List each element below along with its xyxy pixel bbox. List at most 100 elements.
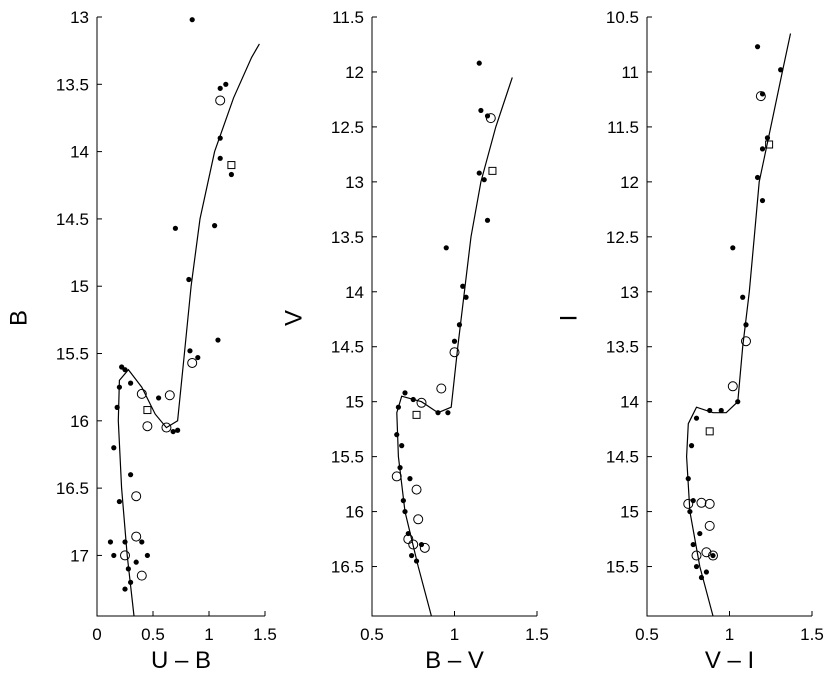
x-tick-label: 1 bbox=[450, 625, 459, 644]
star-point bbox=[484, 217, 491, 223]
x-tick-label: 1.5 bbox=[253, 625, 277, 644]
star-point bbox=[400, 497, 406, 504]
star-point bbox=[413, 558, 420, 564]
y-tick-label: 14 bbox=[70, 143, 89, 162]
star-point bbox=[685, 476, 691, 482]
open-circle-point bbox=[704, 498, 715, 509]
star-point bbox=[476, 170, 482, 176]
y-tick-label: 13 bbox=[345, 173, 364, 192]
star-point bbox=[111, 445, 117, 451]
star-point bbox=[690, 497, 696, 504]
y-tick-label: 10.5 bbox=[606, 8, 639, 27]
star-point bbox=[690, 541, 696, 548]
open-circle-point bbox=[413, 514, 424, 525]
star-point bbox=[144, 552, 150, 559]
data-marks bbox=[683, 33, 792, 616]
star-point bbox=[460, 283, 466, 289]
y-tick-label: 16 bbox=[345, 503, 364, 522]
open-circle-point bbox=[683, 498, 694, 509]
data-marks bbox=[107, 17, 260, 616]
open-circle-point bbox=[131, 491, 142, 502]
y-tick-label: 11.5 bbox=[607, 118, 639, 137]
open-circle-point bbox=[161, 422, 172, 433]
star-point bbox=[693, 563, 700, 570]
y-axis-label: V bbox=[280, 310, 307, 326]
open-circle-point bbox=[419, 542, 430, 553]
star-point bbox=[133, 559, 139, 565]
star-point bbox=[478, 107, 484, 114]
star-point bbox=[397, 465, 403, 471]
y-tick-label: 15.5 bbox=[56, 345, 89, 364]
open-circle-point bbox=[136, 570, 147, 581]
star-point bbox=[399, 443, 405, 449]
y-tick-label: 11.5 bbox=[332, 8, 364, 27]
star-point bbox=[445, 410, 451, 416]
star-point bbox=[217, 85, 223, 91]
star-point bbox=[111, 552, 117, 559]
star-point bbox=[195, 354, 201, 361]
star-point bbox=[718, 407, 724, 414]
star-point bbox=[128, 380, 134, 386]
y-tick-label: 12.5 bbox=[606, 228, 639, 247]
star-point bbox=[122, 539, 128, 545]
y-tick-label: 15 bbox=[620, 503, 639, 522]
star-point bbox=[217, 135, 223, 141]
y-tick-label: 13.5 bbox=[331, 228, 364, 247]
star-point bbox=[740, 294, 746, 300]
star-point bbox=[116, 384, 122, 390]
square-point bbox=[705, 427, 714, 436]
y-tick-label: 17 bbox=[70, 546, 89, 565]
open-circle-point bbox=[449, 347, 460, 358]
star-point bbox=[217, 155, 223, 161]
star-point bbox=[394, 432, 400, 438]
open-circle-point bbox=[187, 357, 198, 368]
star-point bbox=[186, 276, 192, 283]
y-axis-label: I bbox=[555, 315, 582, 322]
data-marks bbox=[391, 60, 513, 616]
star-point bbox=[730, 245, 736, 251]
star-point bbox=[759, 146, 766, 152]
star-point bbox=[402, 390, 408, 396]
open-circle-point bbox=[708, 550, 718, 561]
open-circle-point bbox=[691, 550, 702, 561]
open-circle-point bbox=[215, 95, 226, 106]
y-tick-label: 11 bbox=[621, 63, 639, 82]
y-tick-label: 16.5 bbox=[331, 558, 364, 577]
star-point bbox=[743, 322, 749, 328]
star-point bbox=[735, 399, 741, 405]
y-tick-label: 13 bbox=[620, 283, 639, 302]
square-point bbox=[227, 161, 236, 170]
open-circle-point bbox=[164, 390, 175, 401]
star-point bbox=[128, 579, 134, 585]
star-point bbox=[125, 566, 131, 572]
y-tick-label: 13 bbox=[70, 8, 89, 27]
star-point bbox=[128, 472, 134, 478]
star-point bbox=[215, 337, 221, 343]
open-circle-point bbox=[701, 547, 712, 558]
open-circle-point bbox=[755, 91, 766, 102]
star-point bbox=[139, 539, 145, 545]
x-tick-label: 1 bbox=[725, 625, 734, 644]
star-point bbox=[754, 174, 761, 181]
star-point bbox=[697, 530, 703, 537]
star-point bbox=[703, 569, 710, 575]
open-circle-point bbox=[704, 520, 715, 531]
star-point bbox=[707, 407, 713, 414]
star-point bbox=[189, 17, 195, 23]
star-point bbox=[107, 539, 114, 545]
open-circle-point bbox=[408, 539, 419, 550]
star-point bbox=[122, 586, 128, 592]
star-point bbox=[172, 225, 178, 231]
star-point bbox=[395, 404, 401, 410]
star-point bbox=[409, 552, 415, 559]
y-tick-label: 12.5 bbox=[331, 118, 364, 137]
star-point bbox=[116, 498, 122, 505]
star-point bbox=[451, 338, 458, 344]
open-circle-point bbox=[416, 397, 427, 408]
star-point bbox=[410, 396, 416, 403]
star-point bbox=[407, 476, 413, 482]
x-axis-label: V – I bbox=[705, 647, 754, 674]
star-point bbox=[187, 348, 193, 354]
star-point bbox=[759, 197, 766, 204]
